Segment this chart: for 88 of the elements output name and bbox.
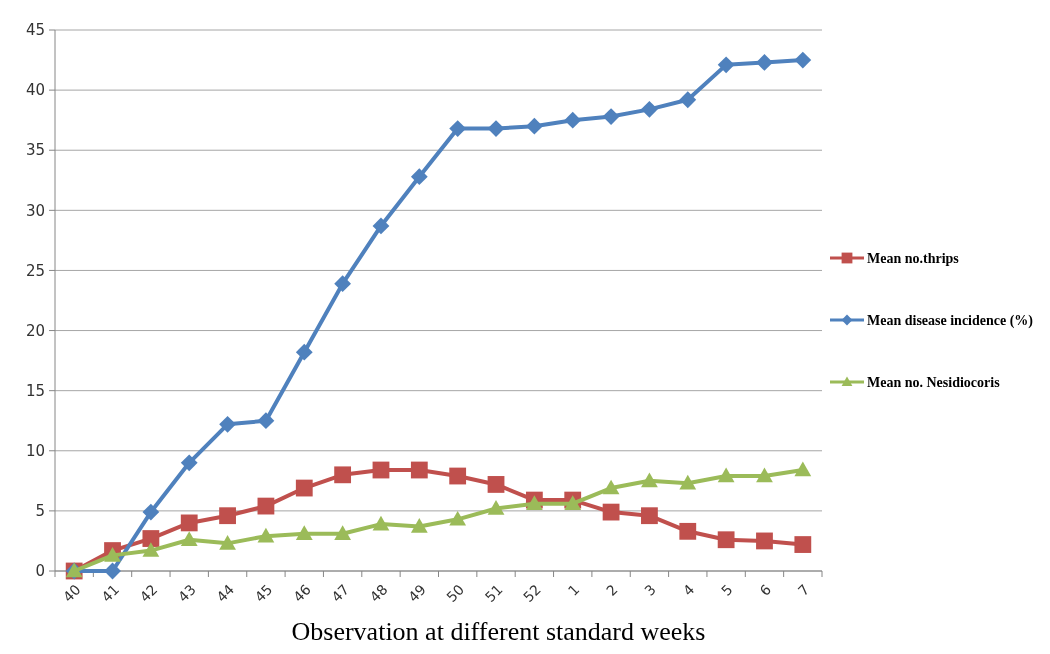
x-tick-label: 2 (603, 581, 621, 599)
point (794, 536, 812, 553)
point (641, 507, 658, 525)
point (679, 474, 697, 490)
legend-label: Mean disease incidence (%) (867, 312, 1034, 329)
x-tick-label: 51 (481, 581, 506, 606)
y-tick-label: 0 (35, 562, 45, 581)
x-tick-label: 47 (328, 581, 353, 606)
point (334, 525, 352, 541)
point (104, 546, 121, 562)
y-tick-label: 15 (25, 381, 45, 400)
x-tick-label: 4 (679, 581, 698, 599)
point (602, 479, 620, 495)
point (334, 275, 352, 293)
y-tick-label: 5 (35, 502, 45, 521)
x-tick-label: 40 (59, 581, 84, 606)
point (257, 412, 275, 430)
x-tick-label: 52 (520, 581, 544, 606)
point (180, 514, 198, 532)
point (449, 510, 467, 526)
point (257, 527, 275, 543)
point (372, 515, 390, 531)
point (794, 461, 812, 477)
point (449, 467, 467, 485)
x-tick-label: 7 (794, 581, 813, 599)
point (487, 476, 505, 493)
point (564, 495, 582, 510)
legend-label: Mean no. Nesidiocoris (867, 374, 1001, 390)
point (295, 479, 313, 497)
point (487, 500, 505, 515)
point (410, 168, 428, 186)
y-tick-label: 25 (25, 261, 45, 280)
y-tick-label: 10 (25, 442, 45, 461)
legend-label: Mean no.thrips (867, 250, 960, 266)
x-axis-title: Observation at different standard weeks (291, 617, 706, 646)
x-tick-label: 6 (756, 581, 775, 599)
point (641, 100, 658, 118)
point (372, 461, 390, 479)
x-tick-label: 43 (174, 581, 199, 606)
point (372, 217, 390, 235)
point (756, 467, 773, 483)
point (104, 562, 121, 580)
x-tick-label: 41 (98, 581, 123, 606)
point (602, 108, 620, 125)
point (257, 497, 275, 515)
x-tick-label: 50 (443, 581, 468, 606)
x-tick-label: 48 (366, 581, 391, 606)
point (525, 495, 543, 510)
point (717, 56, 735, 74)
y-tick-label: 35 (25, 141, 45, 160)
point (219, 507, 236, 525)
point (180, 454, 198, 472)
point (756, 532, 773, 550)
point (410, 518, 428, 533)
point (717, 531, 735, 549)
y-tick-label: 30 (25, 201, 45, 220)
x-tick-label: 46 (289, 581, 314, 606)
y-tick-label: 45 (25, 21, 45, 40)
point (641, 472, 658, 488)
x-tick-label: 44 (213, 581, 238, 606)
y-tick-label: 20 (25, 321, 45, 340)
point (334, 466, 352, 484)
point (449, 120, 467, 137)
point (679, 522, 697, 540)
y-tick-label: 40 (25, 81, 45, 100)
point (564, 111, 582, 129)
point (717, 467, 735, 483)
point (679, 91, 697, 109)
point (142, 503, 160, 521)
x-tick-label: 45 (251, 581, 276, 606)
point (525, 117, 543, 135)
point (410, 461, 428, 479)
point (219, 415, 236, 433)
point (295, 343, 313, 361)
x-tick-label: 42 (136, 581, 161, 606)
point (756, 54, 773, 71)
point (219, 534, 236, 550)
point (487, 120, 505, 137)
point (180, 531, 198, 547)
x-tick-label: 49 (404, 581, 429, 606)
point (295, 525, 313, 541)
point (142, 542, 160, 557)
x-tick-label: 5 (718, 581, 736, 599)
x-tick-label: 3 (641, 581, 660, 599)
point (602, 503, 620, 521)
x-tick-label: 1 (564, 581, 583, 599)
point (794, 51, 812, 69)
point (142, 530, 160, 547)
